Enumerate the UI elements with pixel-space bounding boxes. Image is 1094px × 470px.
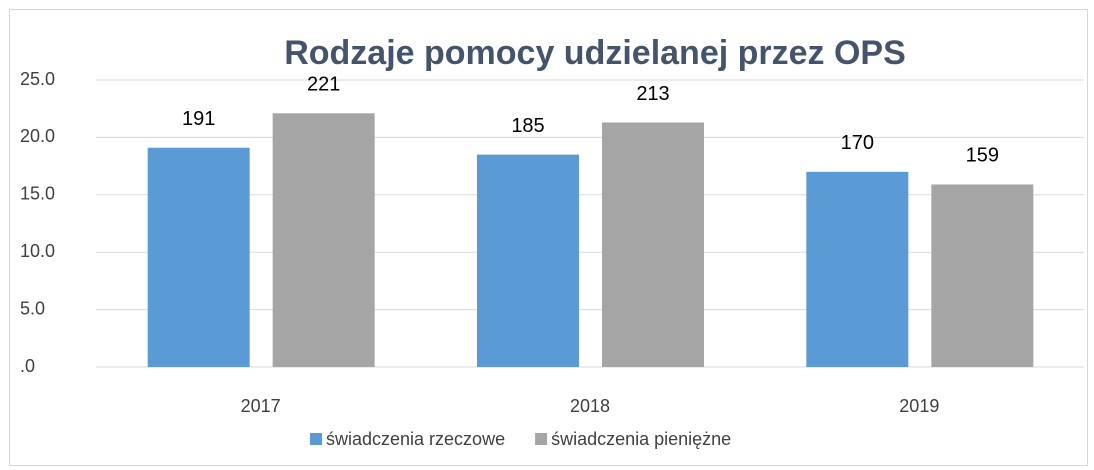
y-tick-label: 5.0 [20,298,45,318]
bar [477,154,579,367]
x-tick-label: 2017 [241,396,281,416]
value-label: 191 [182,108,215,130]
bar [806,171,909,367]
y-tick-label: 25.0 [20,69,55,89]
value-label: 213 [636,83,669,105]
value-label: 170 [841,132,874,154]
y-tick-label: 20.0 [20,126,55,146]
legend-label: świadczenia pieniężne [551,429,731,449]
chart-title: Rodzaje pomocy udzielanej przez OPS [284,34,906,72]
y-tick-label: 10.0 [20,241,55,261]
bar [272,113,375,368]
legend-swatch [535,433,548,445]
bar [931,184,1034,367]
y-tick-label: 15.0 [20,184,55,204]
legend-swatch [310,433,322,445]
bar [602,122,704,367]
x-tick-label: 2018 [570,396,610,416]
y-tick-label: .0 [20,356,35,376]
value-label: 185 [511,115,544,137]
x-tick-label: 2019 [899,396,939,416]
bar [147,147,250,367]
legend-label: świadczenia rzeczowe [326,429,505,449]
value-label: 159 [966,145,999,167]
value-label: 221 [307,74,340,96]
